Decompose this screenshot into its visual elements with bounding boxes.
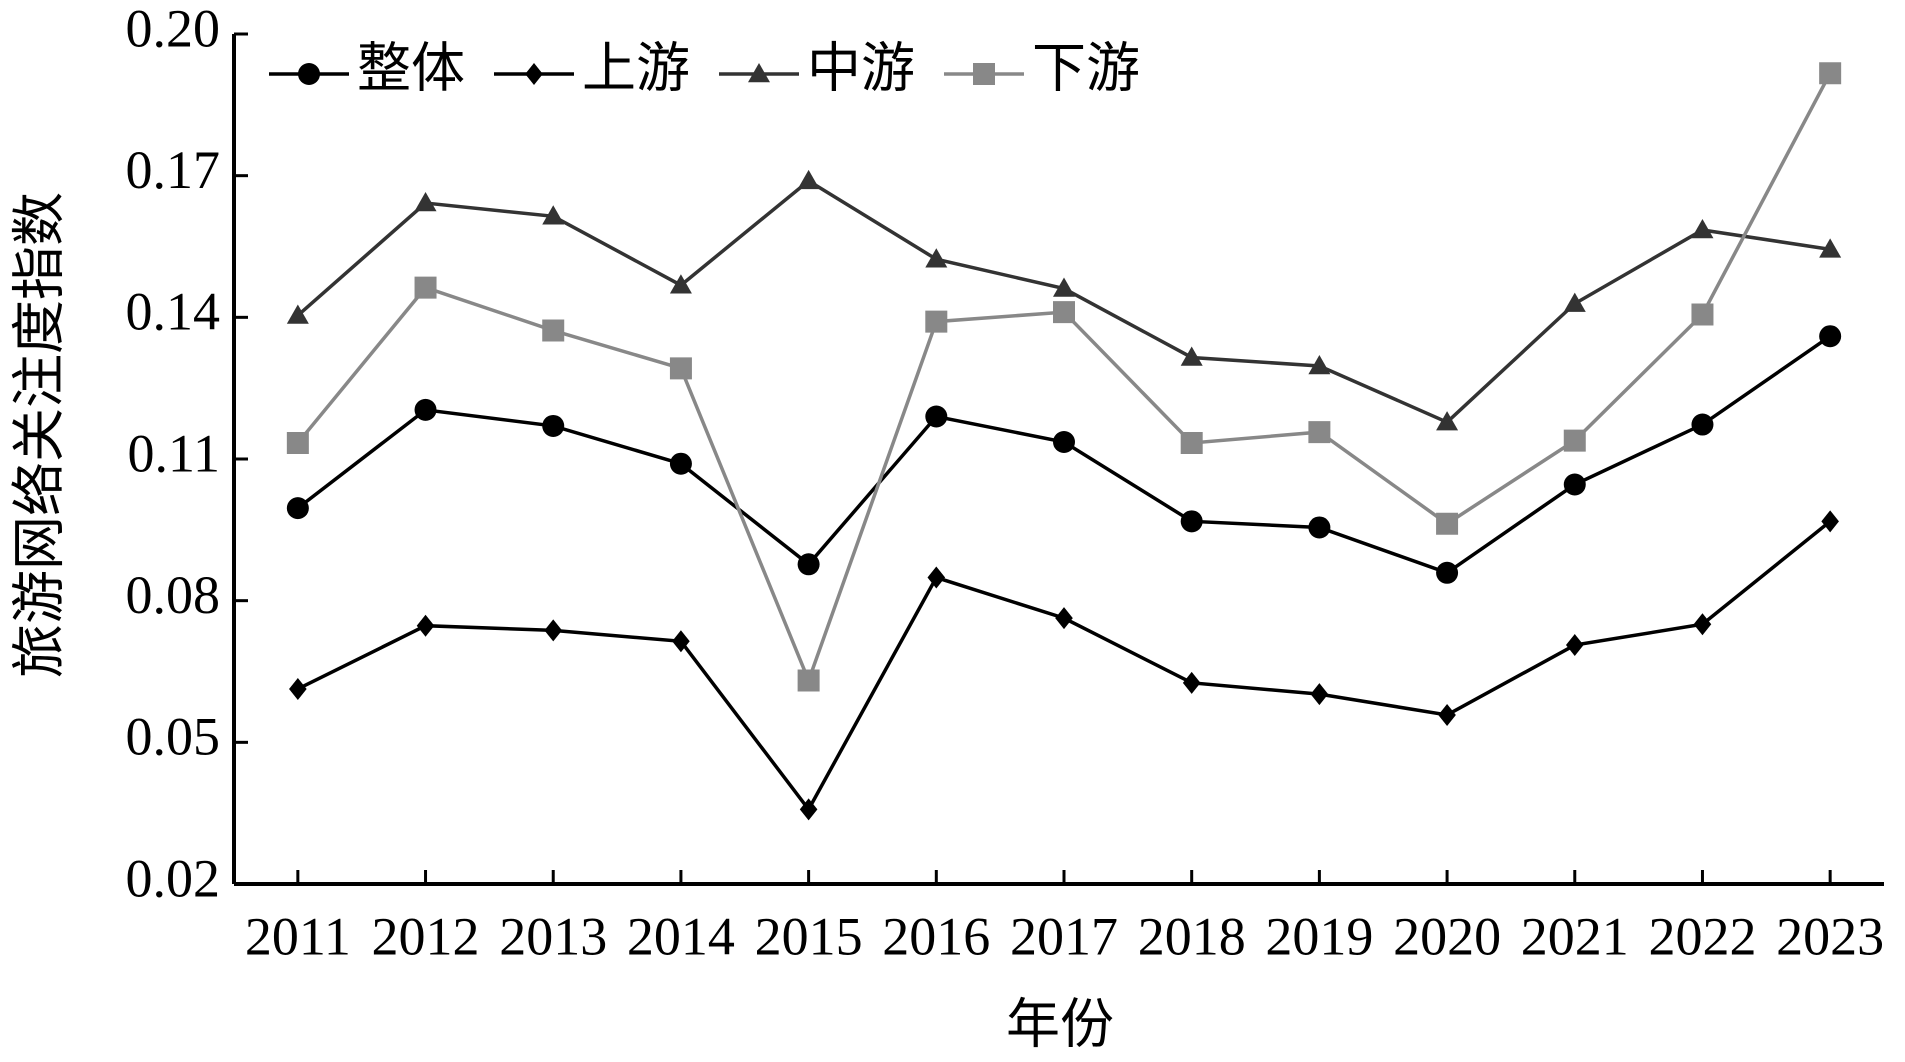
marker: [542, 205, 565, 225]
x-tick-label: 2023: [1776, 906, 1884, 966]
marker: [797, 669, 820, 692]
x-axis-label: 年份: [1006, 994, 1114, 1054]
marker: [925, 310, 948, 333]
marker: [1819, 238, 1842, 258]
x-tick-label: 2015: [755, 906, 863, 966]
y-tick-label: 0.08: [126, 565, 221, 625]
y-tick-label: 0.17: [126, 140, 221, 200]
marker: [414, 398, 437, 421]
marker: [1436, 411, 1459, 431]
marker: [1308, 421, 1331, 444]
x-tick-label: 2011: [245, 906, 351, 966]
marker: [1438, 703, 1456, 726]
series-line: [296, 72, 1832, 686]
marker: [542, 414, 565, 437]
series-line: [296, 334, 1832, 575]
marker: [286, 497, 309, 520]
x-tick-label: 2021: [1521, 906, 1629, 966]
x-tick-label: 2022: [1648, 906, 1756, 966]
marker: [414, 192, 437, 212]
x-tick-label: 2020: [1393, 906, 1501, 966]
marker: [1821, 510, 1839, 533]
marker: [672, 630, 690, 653]
marker: [1053, 301, 1075, 324]
y-axis-label: 旅游网络关注度指数: [9, 192, 69, 678]
marker: [797, 169, 820, 190]
y-tick-label: 0.11: [128, 423, 221, 483]
marker: [298, 63, 320, 85]
marker: [748, 63, 770, 83]
marker: [286, 431, 309, 454]
marker: [1180, 346, 1203, 366]
marker: [1053, 431, 1075, 453]
marker: [1819, 62, 1842, 85]
marker: [286, 304, 309, 324]
x-tick-label: 2016: [882, 906, 990, 966]
x-tick-label: 2013: [499, 906, 607, 966]
marker: [1310, 683, 1329, 706]
marker: [1308, 516, 1331, 539]
legend-label: 中游: [807, 38, 915, 98]
x-tick-label: 2019: [1265, 906, 1373, 966]
y-tick-label: 0.05: [126, 707, 221, 767]
y-tick-label: 0.02: [126, 848, 221, 908]
marker: [1691, 218, 1714, 239]
marker: [1182, 671, 1201, 694]
marker: [414, 276, 437, 299]
x-tick-label: 2017: [1010, 906, 1118, 966]
legend-label: 上游: [582, 38, 690, 98]
marker: [973, 63, 995, 85]
marker: [927, 566, 946, 589]
marker: [925, 405, 948, 428]
marker: [1308, 354, 1331, 375]
series-line: [297, 519, 1832, 813]
marker: [797, 553, 820, 576]
marker: [669, 274, 692, 294]
marker: [799, 798, 818, 821]
marker: [1436, 512, 1459, 535]
marker: [1436, 561, 1459, 584]
x-tick-label: 2018: [1138, 906, 1246, 966]
marker: [1180, 431, 1203, 454]
marker: [1055, 607, 1073, 630]
marker: [544, 619, 563, 642]
marker: [1565, 634, 1584, 657]
legend-label: 下游: [1032, 38, 1140, 98]
marker: [525, 63, 543, 85]
marker: [416, 614, 435, 637]
marker: [1691, 303, 1714, 326]
x-tick-label: 2012: [372, 906, 480, 966]
marker: [1180, 510, 1203, 533]
marker: [1819, 325, 1842, 348]
marker: [1693, 613, 1712, 636]
legend-label: 整体: [357, 38, 465, 98]
marker: [1563, 429, 1586, 452]
marker: [1563, 292, 1586, 312]
x-tick-label: 2014: [627, 906, 735, 966]
marker: [1053, 277, 1075, 297]
marker: [542, 319, 565, 342]
y-tick-label: 0.14: [126, 282, 221, 342]
y-tick-label: 0.20: [126, 0, 221, 58]
marker: [1563, 473, 1586, 496]
marker: [669, 357, 692, 380]
marker: [669, 452, 692, 475]
marker: [925, 248, 948, 268]
marker: [289, 677, 307, 700]
marker: [1691, 413, 1714, 436]
